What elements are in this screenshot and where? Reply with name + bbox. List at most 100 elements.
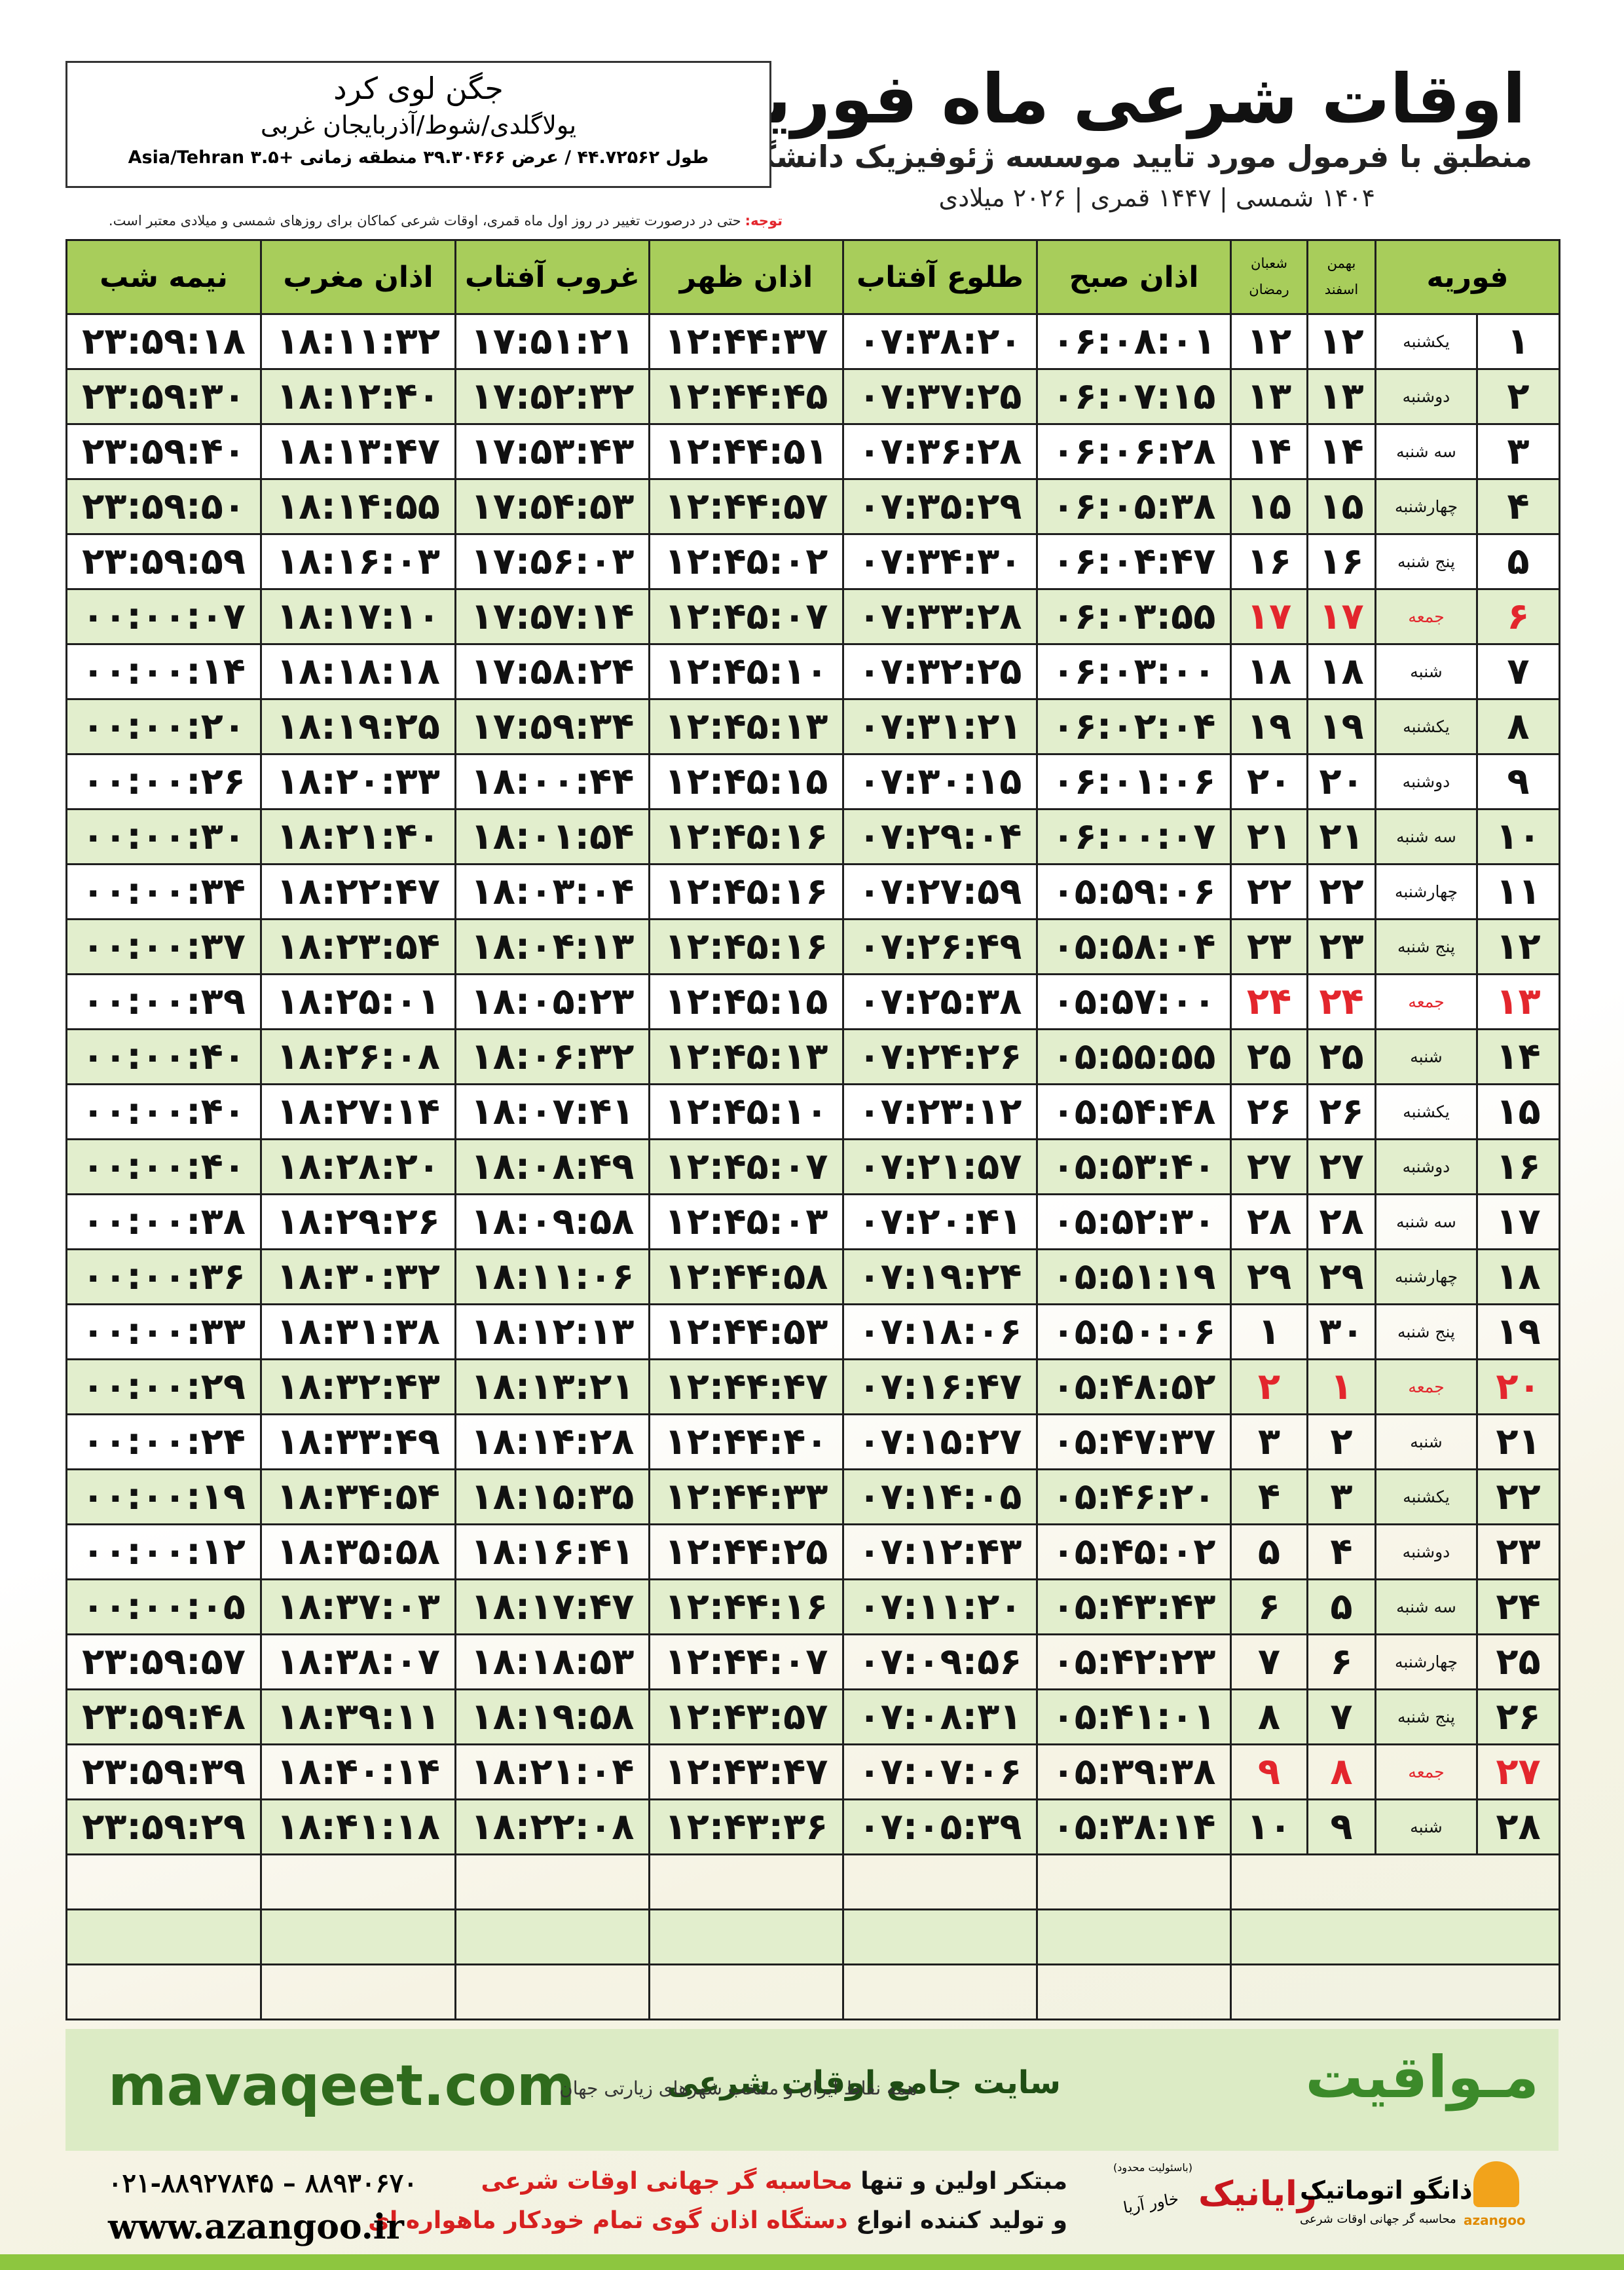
date-cell: دوشنبه [1375, 1523, 1478, 1580]
date-cell: پنج شنبه [1375, 1303, 1478, 1360]
date-cell: ۱۵ [1230, 478, 1308, 535]
date-cell: ۲۹ [1306, 1248, 1376, 1305]
time-cell: ۱۲:۴۵:۱۶ [648, 808, 844, 865]
date-cell: ۲۹ [1230, 1248, 1308, 1305]
date-cell: ۹ [1306, 1798, 1376, 1855]
empty-cell [65, 1908, 262, 1965]
time-cell: ۰۰:۰۰:۳۹ [65, 973, 262, 1030]
time-cell: ۱۸:۲۶:۰۸ [260, 1028, 456, 1085]
contact-line: و تولید کننده انواع دستگاه اذان گوی تمام… [368, 2207, 1067, 2234]
time-cell: ۱۲:۴۵:۱۵ [648, 973, 844, 1030]
date-cell: جمعه [1375, 1358, 1478, 1415]
time-cell: ۲۳:۵۹:۵۹ [65, 533, 262, 590]
date-line: ۱۴۰۴ شمسی | ۱۴۴۷ قمری | ۲۰۲۶ میلادی [938, 183, 1375, 212]
site-url[interactable]: mavaqeet.com [108, 2053, 576, 2119]
time-cell: ۰۵:۴۳:۴۳ [1036, 1578, 1232, 1635]
time-cell: ۰۵:۴۱:۰۱ [1036, 1688, 1232, 1745]
time-cell: ۱۸:۱۸:۵۳ [454, 1633, 650, 1690]
time-cell: ۰۷:۲۴:۲۶ [842, 1028, 1038, 1085]
time-cell: ۰۰:۰۰:۳۷ [65, 918, 262, 975]
date-cell: دوشنبه [1375, 753, 1478, 810]
date-cell: ۲۴ [1476, 1578, 1560, 1635]
time-cell: ۰۵:۵۵:۵۵ [1036, 1028, 1232, 1085]
time-cell: ۱۲:۴۵:۱۰ [648, 643, 844, 700]
time-cell: ۱۸:۳۷:۰۳ [260, 1578, 456, 1635]
table-row: ۸ یکشنبه ۱۹ ۱۹ ۰۶:۰۲:۰۴ ۰۷:۳۱:۲۱ ۱۲:۴۵:۱۳ ۱۷:۵۹… [65, 698, 1560, 755]
date-cell: سه شنبه [1375, 1578, 1478, 1635]
date-cell: ۷ [1476, 643, 1560, 700]
contact-line: مبتکر اولین و تنها محاسبه گر جهانی اوقات… [481, 2168, 1067, 2195]
time-cell: ۱۲:۴۵:۰۲ [648, 533, 844, 590]
time-cell: ۰۵:۵۹:۰۶ [1036, 863, 1232, 920]
empty-cell [1230, 1963, 1560, 2020]
header-subtext: شعبان [1251, 255, 1287, 272]
empty-cell [1036, 1963, 1232, 2020]
footer-band [65, 2029, 1559, 2151]
date-cell: چهارشنبه [1375, 478, 1478, 535]
time-cell: ۱۷:۵۶:۰۳ [454, 533, 650, 590]
date-cell: ۱۹ [1306, 698, 1376, 755]
time-cell: ۰۷:۱۹:۲۴ [842, 1248, 1038, 1305]
location-name: جگن لوی کرد [333, 71, 504, 106]
time-cell: ۱۲:۴۴:۳۳ [648, 1468, 844, 1525]
date-cell: دوشنبه [1375, 1138, 1478, 1195]
time-cell: ۲۳:۵۹:۴۸ [65, 1688, 262, 1745]
time-cell: ۱۸:۳۵:۵۸ [260, 1523, 456, 1580]
table-row: ۲۱ شنبه ۲ ۳ ۰۵:۴۷:۳۷ ۰۷:۱۵:۲۷ ۱۲:۴۴:۴۰ ۱۸:۱۴:۲۸… [65, 1413, 1560, 1470]
time-cell: ۲۳:۵۹:۳۹ [65, 1743, 262, 1800]
company-url[interactable]: www.azangoo.ir [108, 2207, 404, 2247]
time-cell: ۰۰:۰۰:۴۰ [65, 1083, 262, 1140]
time-cell: ۰۰:۰۰:۴۰ [65, 1028, 262, 1085]
date-cell: شنبه [1375, 1798, 1478, 1855]
logo-raianik: رایانیک [1198, 2174, 1317, 2214]
time-cell: ۱۸:۲۵:۰۱ [260, 973, 456, 1030]
date-cell: سه شنبه [1375, 423, 1478, 480]
empty-cell [260, 1853, 456, 1910]
date-cell: ۱۴ [1306, 423, 1376, 480]
time-cell: ۱۲:۴۵:۱۳ [648, 698, 844, 755]
time-cell: ۰۶:۰۸:۰۱ [1036, 313, 1232, 370]
title: اوقات شرعی ماه فوریه [724, 59, 1526, 139]
time-cell: ۱۸:۳۹:۱۱ [260, 1688, 456, 1745]
contact-highlight: دستگاه اذان گوی تمام خودکار ماهواره ای [368, 2207, 848, 2234]
empty-cell [454, 1853, 650, 1910]
time-cell: ۰۷:۰۸:۳۱ [842, 1688, 1038, 1745]
date-cell: ۲۶ [1476, 1688, 1560, 1745]
time-cell: ۰۷:۳۴:۳۰ [842, 533, 1038, 590]
table-row: ۱۹ پنج شنبه ۳۰ ۱ ۰۵:۵۰:۰۶ ۰۷:۱۸:۰۶ ۱۲:۴۴:۵۳ ۱۸:… [65, 1303, 1560, 1360]
time-cell: ۱۷:۵۴:۵۳ [454, 478, 650, 535]
time-cell: ۱۸:۲۱:۰۴ [454, 1743, 650, 1800]
location-box: جگن لوی کرد یولاگلدی/شوط/آذربایجان غربی … [65, 61, 771, 188]
table-row: ۲۷ جمعه ۸ ۹ ۰۵:۳۹:۳۸ ۰۷:۰۷:۰۶ ۱۲:۴۳:۴۷ ۱۸:۲۱:۰۴… [65, 1743, 1560, 1800]
date-cell: ۱۸ [1306, 643, 1376, 700]
date-cell: چهارشنبه [1375, 1633, 1478, 1690]
time-cell: ۲۳:۵۹:۳۰ [65, 368, 262, 425]
date-cell: ۱۶ [1230, 533, 1308, 590]
location-coordinates: طول ۴۴.۷۲۵۶۲ / عرض ۳۹.۳۰۴۶۶ منطقه زمانی … [128, 147, 709, 168]
time-cell: ۱۸:۱۸:۱۸ [260, 643, 456, 700]
date-cell: پنج شنبه [1375, 1688, 1478, 1745]
time-cell: ۱۸:۳۸:۰۷ [260, 1633, 456, 1690]
table-row: ۱۴ شنبه ۲۵ ۲۵ ۰۵:۵۵:۵۵ ۰۷:۲۴:۲۶ ۱۲:۴۵:۱۳ ۱۸:۰۶:… [65, 1028, 1560, 1085]
header-subtext: بهمن [1327, 255, 1356, 272]
time-cell: ۱۲:۴۴:۴۵ [648, 368, 844, 425]
header-cell: اذان مغرب [260, 239, 456, 315]
time-cell: ۱۸:۲۲:۰۸ [454, 1798, 650, 1855]
table-row: ۱۵ یکشنبه ۲۶ ۲۶ ۰۵:۵۴:۴۸ ۰۷:۲۳:۱۲ ۱۲:۴۵:۱۰ ۱۸:۰… [65, 1083, 1560, 1140]
date-cell: ۲۳ [1306, 918, 1376, 975]
date-cell: ۴ [1476, 478, 1560, 535]
time-cell: ۱۸:۱۵:۳۵ [454, 1468, 650, 1525]
date-cell: یکشنبه [1375, 698, 1478, 755]
time-cell: ۱۸:۰۷:۴۱ [454, 1083, 650, 1140]
date-cell: ۸ [1306, 1743, 1376, 1800]
date-cell: ۲۳ [1476, 1523, 1560, 1580]
date-cell: ۱ [1476, 313, 1560, 370]
time-cell: ۱۲:۴۵:۰۷ [648, 588, 844, 645]
time-cell: ۱۲:۴۵:۱۵ [648, 753, 844, 810]
date-cell: ۲۰ [1230, 753, 1308, 810]
date-cell: ۲۲ [1230, 863, 1308, 920]
date-cell: ۱۶ [1306, 533, 1376, 590]
date-cell: ۱۰ [1476, 808, 1560, 865]
date-cell: ۲۲ [1306, 863, 1376, 920]
